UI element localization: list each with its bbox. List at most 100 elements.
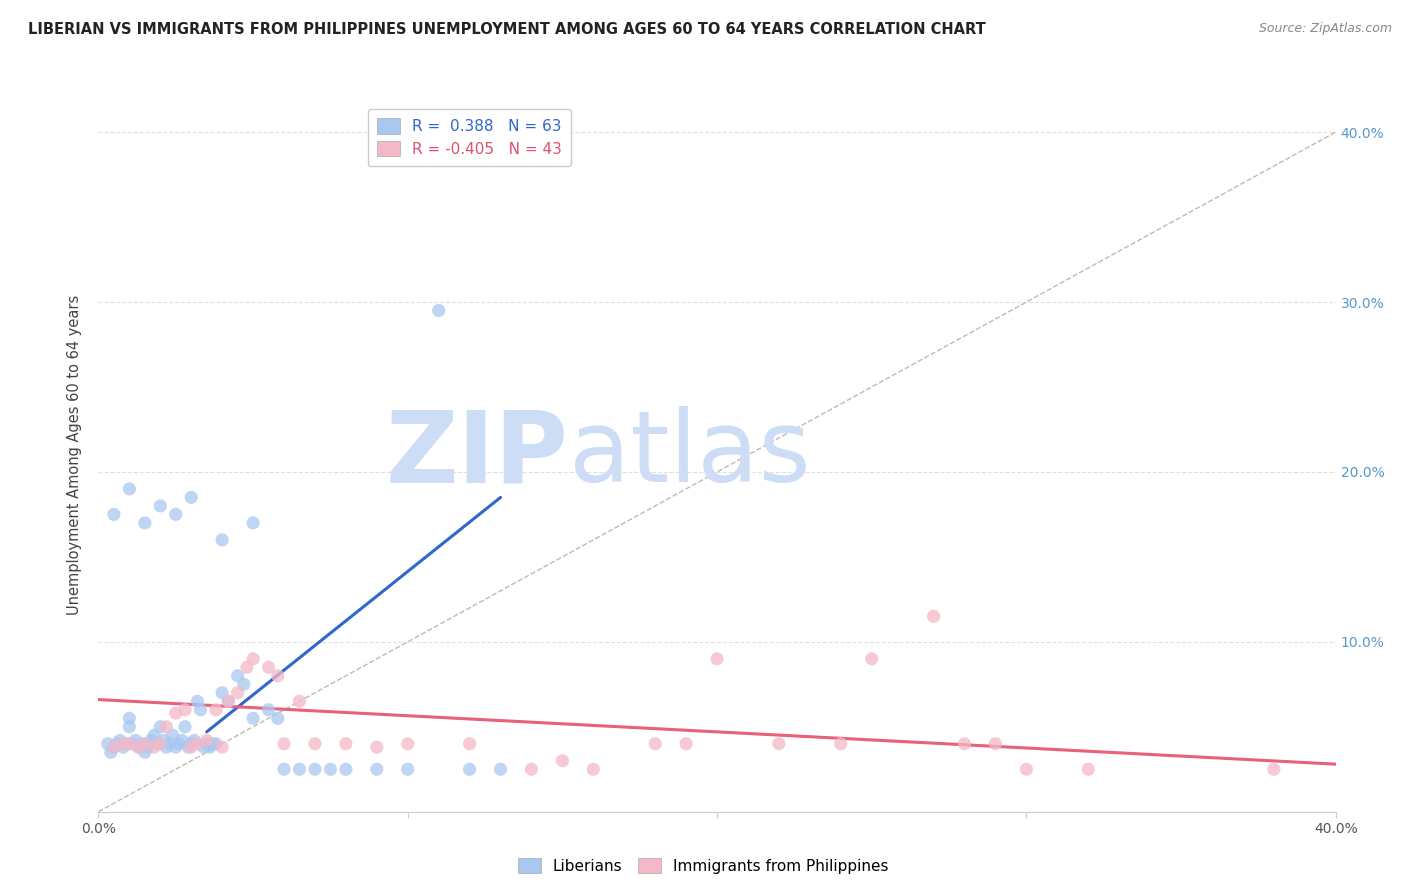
Point bbox=[165, 706, 187, 721]
Point bbox=[489, 762, 512, 776]
Point bbox=[242, 711, 264, 725]
Point bbox=[134, 516, 156, 530]
Point bbox=[217, 694, 239, 708]
Point bbox=[860, 652, 883, 666]
Point bbox=[396, 762, 419, 776]
Point bbox=[335, 762, 357, 776]
Point bbox=[118, 711, 141, 725]
Point bbox=[165, 508, 187, 522]
Point bbox=[180, 737, 202, 751]
Point bbox=[232, 677, 254, 691]
Point bbox=[267, 669, 290, 683]
Point bbox=[190, 703, 212, 717]
Point bbox=[100, 745, 122, 759]
Point bbox=[304, 737, 326, 751]
Point bbox=[155, 740, 177, 755]
Point bbox=[180, 491, 202, 505]
Point bbox=[396, 737, 419, 751]
Point bbox=[520, 762, 543, 776]
Point bbox=[205, 703, 228, 717]
Point bbox=[458, 762, 481, 776]
Point bbox=[131, 737, 153, 751]
Point bbox=[288, 762, 311, 776]
Point bbox=[288, 694, 311, 708]
Legend: Liberians, Immigrants from Philippines: Liberians, Immigrants from Philippines bbox=[512, 852, 894, 880]
Point bbox=[675, 737, 697, 751]
Point bbox=[257, 703, 280, 717]
Point bbox=[1077, 762, 1099, 776]
Point bbox=[236, 660, 259, 674]
Point bbox=[217, 694, 239, 708]
Point bbox=[195, 737, 218, 751]
Point bbox=[167, 737, 190, 751]
Point bbox=[768, 737, 790, 751]
Point bbox=[118, 482, 141, 496]
Point bbox=[706, 652, 728, 666]
Point bbox=[242, 652, 264, 666]
Point bbox=[953, 737, 976, 751]
Point bbox=[984, 737, 1007, 751]
Point bbox=[115, 737, 138, 751]
Point bbox=[143, 740, 166, 755]
Point bbox=[112, 737, 135, 751]
Point bbox=[335, 737, 357, 751]
Point bbox=[103, 508, 125, 522]
Point bbox=[174, 703, 197, 717]
Point bbox=[170, 733, 193, 747]
Point bbox=[149, 737, 172, 751]
Point bbox=[128, 740, 150, 755]
Point bbox=[211, 533, 233, 547]
Point bbox=[201, 737, 224, 751]
Point bbox=[155, 720, 177, 734]
Point bbox=[582, 762, 605, 776]
Text: Source: ZipAtlas.com: Source: ZipAtlas.com bbox=[1258, 22, 1392, 36]
Point bbox=[267, 711, 290, 725]
Point bbox=[273, 762, 295, 776]
Point bbox=[226, 669, 249, 683]
Point bbox=[136, 737, 159, 751]
Point bbox=[103, 740, 125, 755]
Point bbox=[830, 737, 852, 751]
Point bbox=[427, 303, 450, 318]
Point bbox=[128, 740, 150, 755]
Point bbox=[304, 762, 326, 776]
Point bbox=[458, 737, 481, 751]
Point bbox=[112, 740, 135, 755]
Point bbox=[211, 686, 233, 700]
Point bbox=[159, 737, 181, 751]
Point bbox=[644, 737, 666, 751]
Point bbox=[1263, 762, 1285, 776]
Point bbox=[174, 720, 197, 734]
Point bbox=[922, 609, 945, 624]
Point bbox=[97, 737, 120, 751]
Point bbox=[162, 728, 184, 742]
Point bbox=[165, 740, 187, 755]
Text: ZIP: ZIP bbox=[385, 407, 568, 503]
Point bbox=[1015, 762, 1038, 776]
Point bbox=[257, 660, 280, 674]
Point bbox=[551, 754, 574, 768]
Point bbox=[143, 728, 166, 742]
Legend: R =  0.388   N = 63, R = -0.405   N = 43: R = 0.388 N = 63, R = -0.405 N = 43 bbox=[368, 110, 571, 166]
Point bbox=[242, 516, 264, 530]
Point bbox=[103, 740, 125, 755]
Point bbox=[118, 737, 141, 751]
Point bbox=[118, 720, 141, 734]
Point bbox=[105, 737, 128, 751]
Point bbox=[183, 733, 205, 747]
Point bbox=[198, 740, 221, 755]
Point bbox=[121, 737, 143, 751]
Point bbox=[134, 745, 156, 759]
Point bbox=[186, 694, 208, 708]
Point bbox=[319, 762, 342, 776]
Point bbox=[177, 740, 200, 755]
Point bbox=[195, 733, 218, 747]
Point bbox=[211, 740, 233, 755]
Point bbox=[139, 733, 162, 747]
Point bbox=[124, 733, 146, 747]
Point bbox=[273, 737, 295, 751]
Point bbox=[226, 686, 249, 700]
Point bbox=[193, 740, 215, 755]
Point bbox=[366, 762, 388, 776]
Point bbox=[366, 740, 388, 755]
